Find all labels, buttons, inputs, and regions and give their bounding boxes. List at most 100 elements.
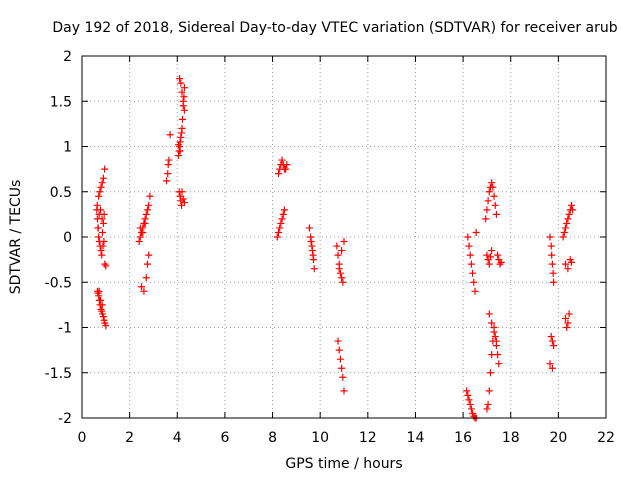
series-arc-17.3-upper — [482, 179, 505, 268]
y-tick-label: 1 — [63, 140, 72, 156]
data-point — [336, 355, 344, 363]
data-point — [98, 215, 106, 223]
data-point — [569, 206, 577, 214]
data-point — [338, 274, 346, 282]
data-point — [333, 242, 341, 250]
data-point — [339, 373, 347, 381]
data-point — [101, 260, 109, 268]
data-point — [146, 192, 154, 200]
data-point — [144, 260, 151, 268]
data-point — [178, 188, 186, 196]
data-point — [559, 233, 567, 241]
data-point — [483, 206, 491, 214]
data-point — [279, 161, 287, 169]
data-point — [485, 310, 493, 318]
data-point — [98, 228, 106, 236]
data-point — [464, 391, 472, 399]
data-point — [338, 364, 346, 372]
data-point — [546, 360, 554, 368]
series-arc-17.3-mid — [483, 247, 496, 268]
data-point — [144, 206, 151, 214]
data-point — [94, 224, 102, 232]
data-point — [565, 310, 573, 318]
data-point — [102, 262, 110, 270]
data-point — [145, 201, 153, 209]
data-point — [136, 224, 144, 232]
data-point — [469, 269, 477, 277]
series-arc-19.8 — [546, 233, 558, 372]
data-point — [98, 301, 106, 309]
data-point — [98, 251, 106, 259]
y-tick-label: 0.5 — [50, 185, 72, 201]
data-point — [165, 156, 173, 164]
data-point — [547, 242, 555, 250]
data-point — [177, 133, 185, 141]
data-point — [491, 201, 499, 209]
data-point — [567, 201, 575, 209]
data-point — [336, 269, 344, 277]
data-point — [546, 233, 554, 241]
data-point — [164, 170, 172, 178]
data-point — [95, 287, 103, 295]
data-point — [142, 274, 150, 282]
x-tick-label: 4 — [173, 430, 182, 446]
data-point — [97, 305, 105, 313]
data-point — [494, 251, 502, 259]
data-point — [494, 351, 502, 359]
data-point — [97, 206, 105, 214]
data-point — [488, 247, 496, 255]
data-point — [563, 219, 571, 227]
data-point — [99, 174, 107, 182]
x-tick-label: 8 — [268, 430, 277, 446]
data-point — [496, 260, 504, 268]
x-tick-label: 22 — [597, 430, 615, 446]
data-point — [275, 228, 282, 236]
data-point — [483, 251, 491, 259]
data-point — [177, 79, 185, 87]
ticks-layer: 0 2 4 6 8 10 12 14 16 18 20 22 -2 -1.5 -1 -0.5 0 0.5 1 1.5 2 — [45, 49, 615, 446]
data-point — [96, 188, 104, 196]
data-point — [340, 387, 348, 395]
data-point — [180, 84, 188, 92]
data-point — [335, 265, 343, 273]
data-point — [142, 210, 150, 218]
data-point — [307, 238, 315, 246]
data-point — [280, 165, 288, 173]
series-arc-4.2-lower — [175, 188, 188, 209]
data-point — [335, 346, 343, 354]
data-point — [484, 197, 492, 205]
data-point — [180, 93, 188, 101]
series-arc-9.7 — [305, 224, 318, 273]
data-point — [483, 405, 491, 413]
data-point — [310, 265, 318, 273]
grid-layer — [82, 56, 606, 418]
data-point — [163, 177, 171, 185]
x-axis-label: GPS time / hours — [285, 456, 403, 472]
data-point — [463, 387, 471, 395]
series-arc-20.4 — [559, 201, 577, 331]
data-point — [547, 333, 555, 341]
data-point — [470, 278, 478, 286]
data-point — [176, 75, 184, 83]
data-point — [95, 210, 103, 218]
data-point — [565, 210, 573, 218]
data-point — [488, 351, 496, 359]
data-point — [564, 265, 572, 273]
data-point — [99, 242, 107, 250]
x-tick-label: 14 — [407, 430, 425, 446]
series-arc-16.3-lower — [463, 387, 480, 422]
data-point — [489, 183, 497, 191]
data-point — [305, 224, 313, 232]
data-point — [564, 319, 572, 327]
x-tick-label: 6 — [220, 430, 229, 446]
data-point — [275, 170, 282, 178]
x-tick-label: 20 — [549, 430, 567, 446]
series-arc-16.3-upper — [464, 228, 480, 295]
data-point — [562, 260, 570, 268]
series-arc-2.5 — [135, 192, 154, 295]
y-tick-label: -1.5 — [45, 366, 72, 382]
data-point — [280, 206, 288, 214]
data-point — [141, 219, 149, 227]
data-point — [548, 260, 556, 268]
data-point — [180, 106, 188, 114]
